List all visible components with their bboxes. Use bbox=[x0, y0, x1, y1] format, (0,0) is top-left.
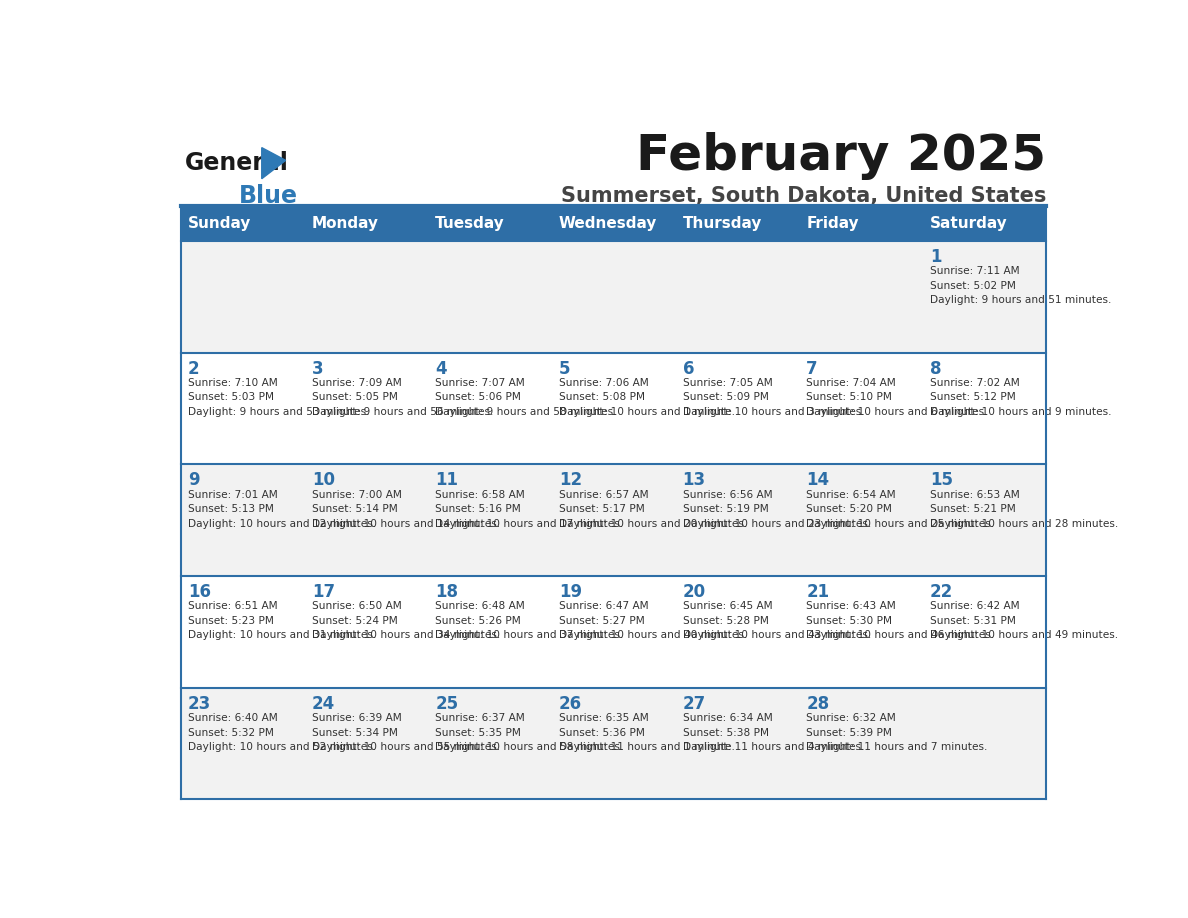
Text: Sunrise: 6:37 AM
Sunset: 5:35 PM
Daylight: 10 hours and 58 minutes.: Sunrise: 6:37 AM Sunset: 5:35 PM Dayligh… bbox=[435, 713, 624, 752]
FancyBboxPatch shape bbox=[181, 576, 1047, 688]
Text: Sunrise: 6:45 AM
Sunset: 5:28 PM
Daylight: 10 hours and 43 minutes.: Sunrise: 6:45 AM Sunset: 5:28 PM Dayligh… bbox=[683, 601, 871, 640]
Text: 7: 7 bbox=[807, 360, 817, 377]
Text: Sunrise: 7:07 AM
Sunset: 5:06 PM
Daylight: 9 hours and 58 minutes.: Sunrise: 7:07 AM Sunset: 5:06 PM Dayligh… bbox=[435, 378, 617, 417]
Text: 10: 10 bbox=[311, 471, 335, 489]
Text: February 2025: February 2025 bbox=[636, 132, 1047, 180]
Text: Sunrise: 7:09 AM
Sunset: 5:05 PM
Daylight: 9 hours and 56 minutes.: Sunrise: 7:09 AM Sunset: 5:05 PM Dayligh… bbox=[311, 378, 493, 417]
Text: 2: 2 bbox=[188, 360, 200, 377]
Text: Sunrise: 6:51 AM
Sunset: 5:23 PM
Daylight: 10 hours and 31 minutes.: Sunrise: 6:51 AM Sunset: 5:23 PM Dayligh… bbox=[188, 601, 377, 640]
Text: 4: 4 bbox=[435, 360, 447, 377]
FancyBboxPatch shape bbox=[551, 207, 675, 241]
Text: General: General bbox=[185, 151, 289, 175]
FancyBboxPatch shape bbox=[181, 207, 304, 241]
Text: 17: 17 bbox=[311, 583, 335, 601]
Text: 20: 20 bbox=[683, 583, 706, 601]
Polygon shape bbox=[261, 148, 285, 179]
Text: Sunrise: 6:32 AM
Sunset: 5:39 PM
Daylight: 11 hours and 7 minutes.: Sunrise: 6:32 AM Sunset: 5:39 PM Dayligh… bbox=[807, 713, 987, 752]
Text: Sunrise: 6:48 AM
Sunset: 5:26 PM
Daylight: 10 hours and 37 minutes.: Sunrise: 6:48 AM Sunset: 5:26 PM Dayligh… bbox=[435, 601, 624, 640]
FancyBboxPatch shape bbox=[304, 207, 428, 241]
Text: Wednesday: Wednesday bbox=[560, 217, 657, 231]
Text: 8: 8 bbox=[930, 360, 941, 377]
Text: Sunrise: 7:00 AM
Sunset: 5:14 PM
Daylight: 10 hours and 14 minutes.: Sunrise: 7:00 AM Sunset: 5:14 PM Dayligh… bbox=[311, 489, 500, 529]
Text: Saturday: Saturday bbox=[930, 217, 1007, 231]
Text: Sunrise: 6:53 AM
Sunset: 5:21 PM
Daylight: 10 hours and 28 minutes.: Sunrise: 6:53 AM Sunset: 5:21 PM Dayligh… bbox=[930, 489, 1118, 529]
FancyBboxPatch shape bbox=[798, 207, 923, 241]
Text: 15: 15 bbox=[930, 471, 953, 489]
Text: Sunrise: 6:50 AM
Sunset: 5:24 PM
Daylight: 10 hours and 34 minutes.: Sunrise: 6:50 AM Sunset: 5:24 PM Dayligh… bbox=[311, 601, 500, 640]
Text: Sunrise: 6:57 AM
Sunset: 5:17 PM
Daylight: 10 hours and 20 minutes.: Sunrise: 6:57 AM Sunset: 5:17 PM Dayligh… bbox=[560, 489, 747, 529]
Text: Sunrise: 7:04 AM
Sunset: 5:10 PM
Daylight: 10 hours and 6 minutes.: Sunrise: 7:04 AM Sunset: 5:10 PM Dayligh… bbox=[807, 378, 987, 417]
Text: Tuesday: Tuesday bbox=[435, 217, 505, 231]
Text: Sunrise: 6:47 AM
Sunset: 5:27 PM
Daylight: 10 hours and 40 minutes.: Sunrise: 6:47 AM Sunset: 5:27 PM Dayligh… bbox=[560, 601, 747, 640]
Text: 22: 22 bbox=[930, 583, 953, 601]
Text: Sunrise: 7:02 AM
Sunset: 5:12 PM
Daylight: 10 hours and 9 minutes.: Sunrise: 7:02 AM Sunset: 5:12 PM Dayligh… bbox=[930, 378, 1112, 417]
Text: 11: 11 bbox=[435, 471, 459, 489]
Text: Sunrise: 6:58 AM
Sunset: 5:16 PM
Daylight: 10 hours and 17 minutes.: Sunrise: 6:58 AM Sunset: 5:16 PM Dayligh… bbox=[435, 489, 624, 529]
FancyBboxPatch shape bbox=[181, 688, 1047, 800]
Text: Sunday: Sunday bbox=[188, 217, 252, 231]
Text: Sunrise: 6:42 AM
Sunset: 5:31 PM
Daylight: 10 hours and 49 minutes.: Sunrise: 6:42 AM Sunset: 5:31 PM Dayligh… bbox=[930, 601, 1118, 640]
Text: Sunrise: 6:43 AM
Sunset: 5:30 PM
Daylight: 10 hours and 46 minutes.: Sunrise: 6:43 AM Sunset: 5:30 PM Dayligh… bbox=[807, 601, 994, 640]
FancyBboxPatch shape bbox=[923, 207, 1047, 241]
Text: Thursday: Thursday bbox=[683, 217, 762, 231]
Text: Sunrise: 7:06 AM
Sunset: 5:08 PM
Daylight: 10 hours and 1 minute.: Sunrise: 7:06 AM Sunset: 5:08 PM Dayligh… bbox=[560, 378, 735, 417]
Text: Friday: Friday bbox=[807, 217, 859, 231]
Text: 6: 6 bbox=[683, 360, 694, 377]
Text: 5: 5 bbox=[560, 360, 570, 377]
Text: Sunrise: 6:39 AM
Sunset: 5:34 PM
Daylight: 10 hours and 55 minutes.: Sunrise: 6:39 AM Sunset: 5:34 PM Dayligh… bbox=[311, 713, 500, 752]
Text: 28: 28 bbox=[807, 695, 829, 712]
Text: 12: 12 bbox=[560, 471, 582, 489]
Text: Sunrise: 7:05 AM
Sunset: 5:09 PM
Daylight: 10 hours and 3 minutes.: Sunrise: 7:05 AM Sunset: 5:09 PM Dayligh… bbox=[683, 378, 864, 417]
FancyBboxPatch shape bbox=[181, 353, 1047, 465]
Text: 3: 3 bbox=[311, 360, 323, 377]
Text: Sunrise: 6:40 AM
Sunset: 5:32 PM
Daylight: 10 hours and 52 minutes.: Sunrise: 6:40 AM Sunset: 5:32 PM Dayligh… bbox=[188, 713, 377, 752]
Text: Sunrise: 6:56 AM
Sunset: 5:19 PM
Daylight: 10 hours and 23 minutes.: Sunrise: 6:56 AM Sunset: 5:19 PM Dayligh… bbox=[683, 489, 871, 529]
Text: 13: 13 bbox=[683, 471, 706, 489]
Text: 27: 27 bbox=[683, 695, 706, 712]
Text: Sunrise: 6:54 AM
Sunset: 5:20 PM
Daylight: 10 hours and 25 minutes.: Sunrise: 6:54 AM Sunset: 5:20 PM Dayligh… bbox=[807, 489, 994, 529]
Text: 14: 14 bbox=[807, 471, 829, 489]
Text: Sunrise: 6:34 AM
Sunset: 5:38 PM
Daylight: 11 hours and 4 minutes.: Sunrise: 6:34 AM Sunset: 5:38 PM Dayligh… bbox=[683, 713, 864, 752]
Text: 1: 1 bbox=[930, 248, 941, 266]
FancyBboxPatch shape bbox=[675, 207, 798, 241]
FancyBboxPatch shape bbox=[181, 465, 1047, 576]
Text: 19: 19 bbox=[560, 583, 582, 601]
Text: Sunrise: 7:10 AM
Sunset: 5:03 PM
Daylight: 9 hours and 53 minutes.: Sunrise: 7:10 AM Sunset: 5:03 PM Dayligh… bbox=[188, 378, 369, 417]
Text: 26: 26 bbox=[560, 695, 582, 712]
Text: 23: 23 bbox=[188, 695, 211, 712]
Text: 21: 21 bbox=[807, 583, 829, 601]
Text: Sunrise: 6:35 AM
Sunset: 5:36 PM
Daylight: 11 hours and 1 minute.: Sunrise: 6:35 AM Sunset: 5:36 PM Dayligh… bbox=[560, 713, 735, 752]
FancyBboxPatch shape bbox=[181, 241, 1047, 353]
Text: 16: 16 bbox=[188, 583, 211, 601]
Text: Summerset, South Dakota, United States: Summerset, South Dakota, United States bbox=[561, 186, 1047, 207]
Text: Blue: Blue bbox=[239, 185, 298, 208]
Text: 24: 24 bbox=[311, 695, 335, 712]
Text: 9: 9 bbox=[188, 471, 200, 489]
FancyBboxPatch shape bbox=[428, 207, 551, 241]
Text: Monday: Monday bbox=[311, 217, 379, 231]
Text: 25: 25 bbox=[435, 695, 459, 712]
Text: Sunrise: 7:11 AM
Sunset: 5:02 PM
Daylight: 9 hours and 51 minutes.: Sunrise: 7:11 AM Sunset: 5:02 PM Dayligh… bbox=[930, 266, 1111, 305]
Text: Sunrise: 7:01 AM
Sunset: 5:13 PM
Daylight: 10 hours and 12 minutes.: Sunrise: 7:01 AM Sunset: 5:13 PM Dayligh… bbox=[188, 489, 377, 529]
Text: 18: 18 bbox=[435, 583, 459, 601]
